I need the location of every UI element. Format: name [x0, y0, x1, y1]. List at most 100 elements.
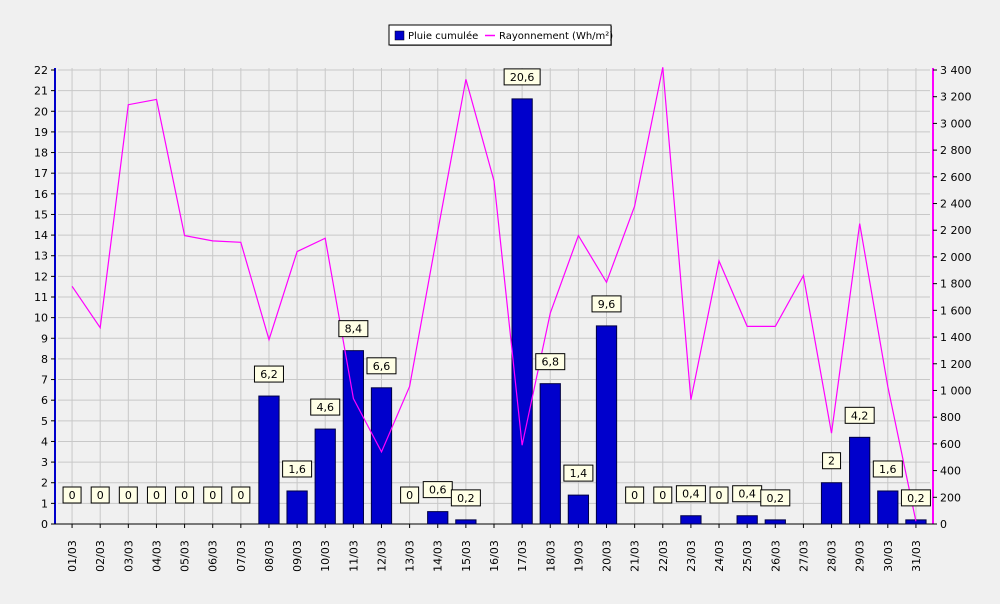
x-tick-label: 10/03 [319, 540, 332, 572]
bar [511, 98, 533, 525]
bar [314, 428, 336, 525]
data-label: 0,2 [907, 492, 925, 505]
x-tick-label: 24/03 [713, 540, 726, 572]
y-left-tick-label: 19 [34, 126, 48, 139]
data-label: 1,4 [570, 467, 588, 480]
x-tick-label: 06/03 [207, 540, 220, 572]
y-right-tick-label: 2 000 [940, 251, 972, 264]
x-tick-label: 17/03 [516, 540, 529, 572]
y-left-tick-label: 11 [34, 291, 48, 304]
data-label: 4,2 [851, 409, 869, 422]
data-label: 6,2 [260, 368, 278, 381]
bar [680, 515, 702, 525]
y-left-tick-label: 2 [41, 477, 48, 490]
data-label: 6,8 [542, 356, 560, 369]
y-left-tick-label: 7 [41, 374, 48, 387]
y-right-tick-label: 2 800 [940, 144, 972, 157]
data-label: 0 [97, 489, 104, 502]
bar [736, 515, 758, 525]
y-left-tick-label: 5 [41, 415, 48, 428]
x-tick-label: 19/03 [572, 540, 585, 572]
data-label: 6,6 [373, 360, 391, 373]
y-right-tick-label: 1 200 [940, 358, 972, 371]
x-tick-label: 04/03 [150, 540, 163, 572]
x-tick-label: 25/03 [741, 540, 754, 572]
y-left-tick-label: 4 [41, 435, 48, 448]
x-tick-label: 30/03 [882, 540, 895, 572]
bar [877, 490, 899, 525]
bar [567, 494, 590, 525]
y-left-tick-label: 22 [34, 64, 48, 77]
data-label: 0,2 [457, 492, 475, 505]
x-tick-label: 29/03 [854, 540, 867, 572]
x-tick-label: 12/03 [375, 540, 388, 572]
y-right-tick-label: 400 [940, 465, 961, 478]
y-right-tick-label: 800 [940, 411, 961, 424]
y-left-tick-label: 15 [34, 208, 48, 221]
data-label: 1,6 [288, 463, 306, 476]
x-tick-label: 31/03 [910, 540, 923, 572]
y-right-tick-label: 3 000 [940, 117, 972, 130]
data-label: 0 [406, 489, 413, 502]
data-label-box [503, 68, 541, 86]
data-label-box [253, 365, 284, 383]
data-label-box [146, 486, 166, 504]
x-tick-label: 11/03 [347, 540, 360, 572]
data-label-box [709, 486, 729, 504]
data-label-box [366, 357, 397, 375]
data-label: 0,2 [767, 492, 785, 505]
legend-swatch-rain [394, 30, 405, 41]
x-tick-label: 20/03 [601, 540, 614, 572]
bar [258, 395, 280, 525]
radiation-line [71, 67, 917, 522]
data-label-box [822, 452, 842, 470]
legend-label-rain: Pluie cumulée [408, 30, 478, 42]
x-tick-label: 08/03 [263, 540, 276, 572]
x-tick-label: 13/03 [404, 540, 417, 572]
y-left-tick-label: 0 [41, 518, 48, 531]
data-label-box [872, 460, 903, 478]
data-label-box [282, 460, 313, 478]
y-left-tick-label: 14 [34, 229, 48, 242]
legend-label-radiation: Rayonnement (Wh/m²) [499, 31, 613, 42]
data-label-box [62, 486, 82, 504]
data-label: 1,6 [879, 463, 897, 476]
data-label: 0,4 [682, 488, 700, 501]
data-label-box [760, 489, 791, 507]
y-left-tick-label: 9 [41, 332, 48, 345]
data-label-box [310, 398, 341, 416]
data-label-box [400, 486, 420, 504]
y-left-tick-label: 21 [34, 85, 48, 98]
y-right-tick-label: 1 400 [940, 331, 972, 344]
x-tick-label: 16/03 [488, 540, 501, 572]
data-label-box [118, 486, 138, 504]
x-tick-label: 02/03 [94, 540, 107, 572]
data-label: 0 [659, 489, 666, 502]
x-tick-label: 21/03 [629, 540, 642, 572]
bar [539, 383, 561, 525]
data-label: 2 [828, 455, 835, 468]
y-left-tick-label: 18 [34, 147, 48, 160]
bar [764, 519, 786, 525]
data-label: 9,6 [598, 298, 616, 311]
y-right-tick-label: 1 800 [940, 278, 972, 291]
legend [388, 24, 612, 46]
data-label-box [175, 486, 195, 504]
data-label-box [625, 486, 645, 504]
data-label: 20,6 [510, 71, 535, 84]
data-label-box [450, 489, 481, 507]
y-right-tick-label: 3 400 [940, 64, 972, 77]
x-tick-label: 03/03 [122, 540, 135, 572]
data-label-box [535, 353, 566, 371]
y-left-tick-label: 6 [41, 394, 48, 407]
x-tick-label: 07/03 [235, 540, 248, 572]
x-tick-label: 09/03 [291, 540, 304, 572]
data-label: 0 [125, 489, 132, 502]
x-tick-label: 23/03 [685, 540, 698, 572]
y-left-tick-label: 20 [34, 105, 48, 118]
y-left-tick-label: 1 [41, 497, 48, 510]
data-label: 0 [237, 489, 244, 502]
data-label: 0 [181, 489, 188, 502]
data-label-box [231, 486, 251, 504]
